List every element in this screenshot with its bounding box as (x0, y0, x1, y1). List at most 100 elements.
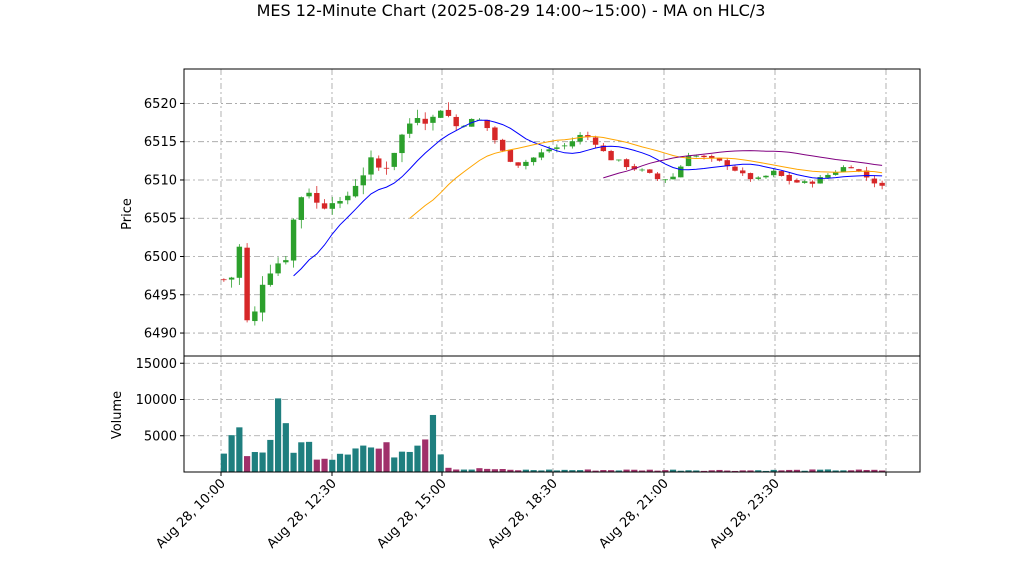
volume-bar (367, 447, 375, 472)
candle-body (414, 118, 421, 123)
price-y-tick-label: 6520 (144, 97, 177, 112)
volume-bar (321, 458, 328, 472)
candle-body (314, 192, 320, 203)
candle-body (639, 169, 645, 171)
x-axis: Aug 28, 10:00 Aug 28, 12:30 Aug 28, 15:00 A… (153, 472, 887, 552)
volume-bar (259, 452, 266, 472)
volume-grid (184, 356, 920, 472)
volume-bar (445, 467, 452, 472)
volume-bar (631, 469, 638, 472)
candle-body (732, 166, 738, 171)
candle-body (352, 185, 359, 197)
volume-bar (313, 459, 320, 472)
volume-bar (344, 454, 351, 472)
volume-bar (600, 470, 607, 472)
candle-body (383, 167, 390, 169)
volume-bar (383, 442, 390, 472)
volume-bar (422, 439, 429, 472)
volume-bar (685, 470, 692, 472)
volume-bar (336, 453, 344, 472)
moving-average-line (409, 136, 883, 219)
volume-bars (220, 398, 886, 472)
candle-body (848, 167, 854, 169)
candle-body (507, 149, 514, 162)
volume-bar (484, 468, 491, 472)
x-tick-label: Aug 28, 12:30 (264, 476, 340, 552)
volume-bar (406, 451, 413, 472)
price-candles (221, 102, 885, 326)
candle-body (863, 170, 870, 178)
volume-bar (507, 469, 514, 472)
candle-body (283, 260, 289, 263)
price-y-tick-label: 6500 (144, 250, 177, 265)
volume-bar (755, 470, 762, 472)
candle-body (228, 277, 235, 280)
volume-bar (577, 470, 584, 472)
price-y-tick-label: 6495 (144, 288, 177, 303)
candle-body (670, 176, 676, 180)
candle-body (662, 179, 669, 181)
volume-bar (747, 470, 754, 472)
volume-bar (375, 448, 382, 472)
candle-body (530, 157, 537, 163)
volume-bar (305, 441, 313, 472)
candle-body (523, 161, 529, 166)
candle-body (747, 173, 754, 180)
candle-body (763, 175, 769, 178)
candle-body (538, 152, 545, 158)
volume-bar (499, 469, 506, 472)
volume-y-tick-label: 10000 (136, 393, 177, 408)
volume-bar (429, 414, 437, 472)
volume-bar (855, 469, 862, 472)
candle-body (329, 203, 336, 209)
candle-body (809, 181, 816, 184)
candle-body (407, 123, 413, 134)
price-y-tick-label: 6490 (144, 327, 177, 342)
candle-body (832, 172, 839, 175)
volume-bar (220, 453, 227, 472)
candle-body (321, 203, 328, 209)
candle-body (856, 169, 862, 171)
volume-bar (669, 469, 677, 472)
candle-body (368, 157, 374, 175)
volume-bar (584, 469, 591, 472)
volume-bar (646, 469, 653, 472)
volume-bar (817, 469, 824, 472)
candle-body (825, 174, 831, 178)
volume-bar (840, 470, 847, 472)
candle-body (608, 151, 614, 161)
volume-bar (863, 469, 870, 472)
candle-body (693, 155, 699, 157)
candle-body (275, 263, 281, 274)
volume-bar (824, 469, 832, 472)
candle-body (716, 158, 723, 161)
moving-average-line (293, 119, 883, 277)
volume-bar (677, 470, 684, 472)
candle-body (546, 149, 552, 152)
candle-body (484, 119, 490, 129)
candle-body (499, 139, 506, 151)
volume-bar (716, 469, 723, 472)
candle-body (709, 156, 715, 159)
x-tick-label: Aug 28, 18:30 (485, 476, 561, 552)
volume-bar (530, 470, 537, 472)
volume-bar (693, 470, 700, 472)
volume-bar (879, 470, 886, 472)
candle-body (879, 182, 885, 186)
candle-body (561, 145, 568, 147)
volume-bar (515, 470, 522, 472)
volume-bar (832, 470, 839, 472)
volume-bar (228, 435, 235, 472)
candle-body (445, 109, 452, 116)
volume-bar (538, 470, 545, 472)
volume-bar (352, 448, 359, 472)
candle-body (244, 247, 250, 321)
volume-bar (244, 456, 251, 472)
candle-body (817, 177, 823, 184)
volume-panel: 5000 10000 15000 Volume (110, 355, 921, 473)
volume-bar (398, 451, 406, 472)
candle-body (600, 145, 607, 152)
x-tick-label: Aug 28, 10:00 (153, 476, 229, 552)
candle-body (430, 116, 436, 123)
